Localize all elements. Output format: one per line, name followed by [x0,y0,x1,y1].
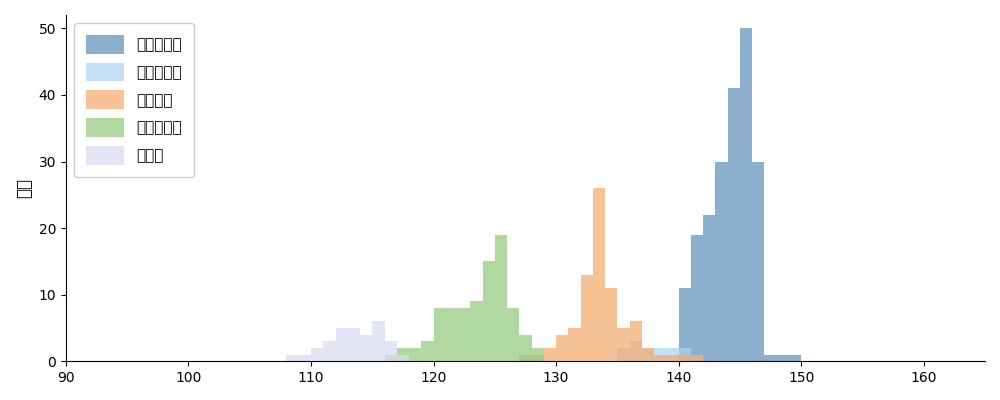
Bar [434,308,446,361]
Bar [519,355,532,361]
Bar [642,348,654,361]
Bar [679,288,691,361]
Bar [556,335,568,361]
Bar [397,348,409,361]
Bar [397,355,409,361]
Bar [532,355,544,361]
Bar [703,215,715,361]
Bar [311,348,323,361]
Bar [728,88,740,361]
Bar [617,328,630,361]
Bar [360,335,372,361]
Bar [519,335,532,361]
Bar [654,355,666,361]
Bar [568,328,581,361]
Bar [483,261,495,361]
Bar [470,301,483,361]
Bar [507,308,519,361]
Bar [286,355,299,361]
Bar [336,328,348,361]
Bar [691,235,703,361]
Bar [654,348,666,361]
Bar [617,348,630,361]
Bar [740,28,752,361]
Bar [458,308,470,361]
Bar [691,355,703,361]
Bar [348,328,360,361]
Bar [789,355,801,361]
Bar [409,348,421,361]
Bar [421,341,434,361]
Bar [385,355,397,361]
Bar [691,355,703,361]
Legend: ストレート, ツーシーム, フォーク, スライダー, カーブ: ストレート, ツーシーム, フォーク, スライダー, カーブ [74,23,194,177]
Bar [372,321,385,361]
Y-axis label: 球数: 球数 [15,178,33,198]
Bar [630,321,642,361]
Bar [495,235,507,361]
Bar [679,348,691,361]
Bar [299,355,311,361]
Bar [581,275,593,361]
Bar [544,348,556,361]
Bar [642,348,654,361]
Bar [764,355,777,361]
Bar [446,308,458,361]
Bar [605,288,617,361]
Bar [752,162,764,361]
Bar [666,355,679,361]
Bar [666,348,679,361]
Bar [323,341,336,361]
Bar [385,341,397,361]
Bar [593,188,605,361]
Bar [715,162,728,361]
Bar [630,341,642,361]
Bar [679,355,691,361]
Bar [777,355,789,361]
Bar [532,348,544,361]
